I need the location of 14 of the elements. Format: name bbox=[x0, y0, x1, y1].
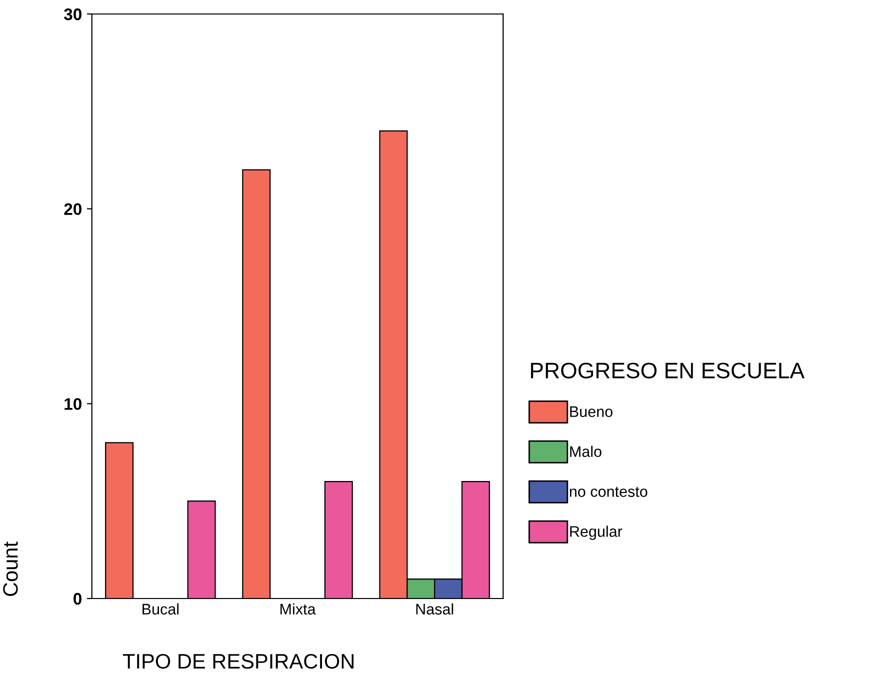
legend-label: Regular bbox=[570, 526, 622, 540]
y-tick-label: 20 bbox=[64, 203, 82, 216]
y-tick-label: 10 bbox=[64, 398, 82, 410]
legend-label: no contesto bbox=[570, 486, 648, 497]
x-tick-label: Mixta bbox=[280, 603, 316, 615]
x-tick-label: Bucal bbox=[142, 603, 179, 615]
legend-title: PROGRESO EN ESCUELA bbox=[531, 362, 805, 378]
x-tick-label: Nasal bbox=[416, 603, 454, 615]
y-tick-label: 0 bbox=[74, 592, 82, 605]
x-axis-title: TIPO DE RESPIRACION bbox=[122, 654, 354, 669]
y-axis-title: Count bbox=[3, 542, 18, 596]
legend-label: Malo bbox=[570, 446, 602, 457]
legend-label: Bueno bbox=[570, 406, 612, 418]
y-tick-label: 30 bbox=[64, 8, 82, 20]
